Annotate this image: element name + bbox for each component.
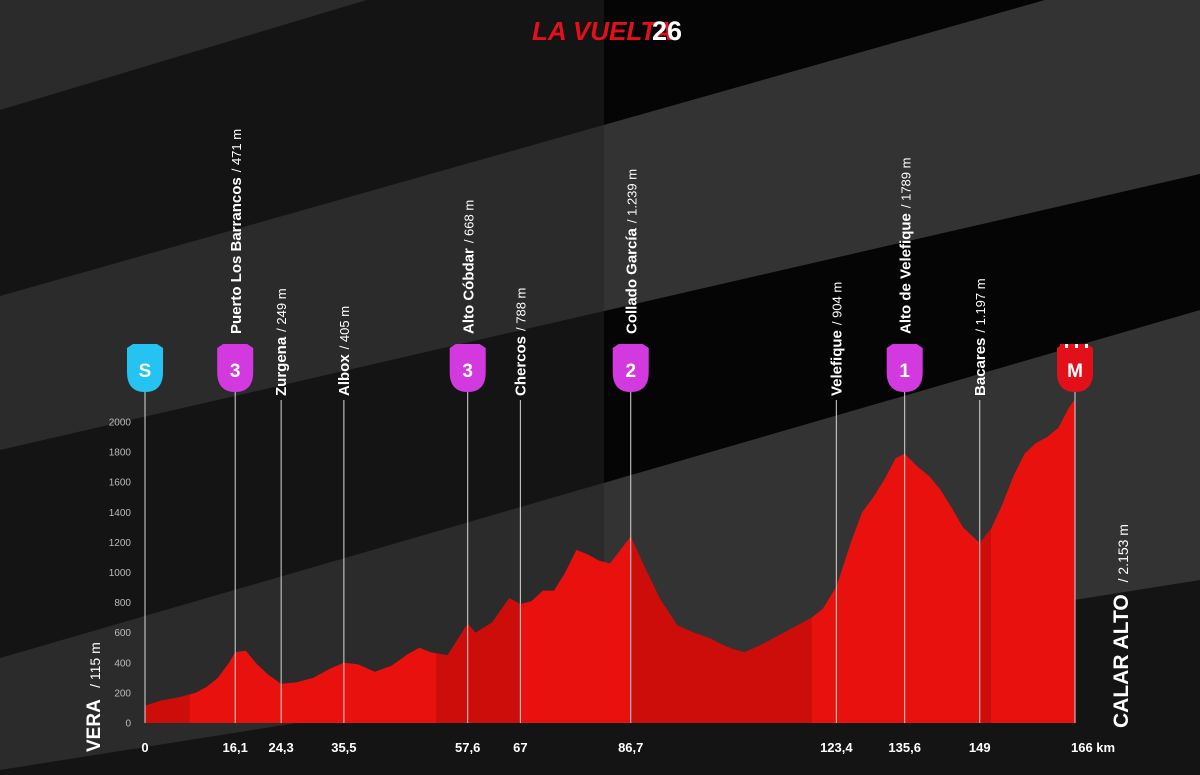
marker-altitude: / 405 m: [337, 306, 352, 349]
badge-shape: [886, 344, 923, 392]
badge-shape: [1057, 344, 1093, 392]
x-tick-label: 166 km: [1071, 740, 1115, 755]
badge-label: M: [1067, 361, 1083, 382]
marker-altitude: / 471 m: [229, 129, 244, 172]
x-tick-label: 67: [513, 740, 527, 755]
badge-checker: [1070, 344, 1073, 348]
badge-checker: [1060, 344, 1063, 348]
badge-label: 3: [230, 361, 241, 382]
sprint-badge: S: [127, 344, 163, 392]
edition-number: 26: [652, 16, 682, 46]
profile-segment: [979, 528, 991, 723]
marker-label: Chercos / 788 m: [512, 288, 529, 396]
badge-shape: [127, 344, 163, 392]
y-tick-label: 0: [125, 719, 131, 730]
badge-shape: [217, 344, 254, 392]
marker-label: Puerto Los Barrancos / 471 m: [228, 129, 245, 334]
marker-label: Zurgena / 249 m: [273, 288, 290, 396]
profile-segment: [436, 598, 521, 723]
y-tick-label: 1200: [109, 538, 132, 549]
x-axis: 0 16,1 24,3 35,5 57,6 67 86,7 123,4 135,6 149 166 …: [141, 740, 1115, 755]
brand-title: LA VUELTA: [532, 16, 673, 46]
y-tick-label: 1600: [109, 478, 132, 489]
x-tick-label: 24,3: [268, 740, 293, 755]
start-label: VERA / 115 m: [84, 642, 105, 752]
y-tick-label: 400: [114, 658, 131, 669]
marker-label: Velefique / 904 m: [828, 282, 845, 396]
marker-name: Collado García: [624, 227, 641, 334]
marker-altitude: / 1789 m: [899, 158, 914, 209]
marker-name: Zurgena: [273, 336, 290, 396]
marker-altitude: / 904 m: [829, 282, 844, 325]
marker-name: Alto Cóbdar: [461, 248, 478, 334]
marker-name: Puerto Los Barrancos: [228, 177, 245, 334]
x-tick-label: 123,4: [820, 740, 853, 755]
finish-town: CALAR ALTO: [1110, 594, 1133, 728]
marker-altitude: / 668 m: [462, 200, 477, 243]
x-tick-label: 0: [141, 740, 148, 755]
x-tick-label: 57,6: [455, 740, 480, 755]
y-tick-label: 800: [114, 598, 131, 609]
climb-badge: 3: [217, 344, 254, 392]
marker-name: Albox: [336, 354, 353, 396]
marker-altitude: / 1.197 m: [973, 278, 988, 332]
marker-label: Albox / 405 m: [336, 306, 353, 396]
x-tick-label: 149: [969, 740, 991, 755]
marker-label: Bacares / 1.197 m: [972, 278, 989, 396]
x-tick-label: 86,7: [618, 740, 643, 755]
marker-altitude: / 788 m: [513, 288, 528, 331]
profile-segment: [630, 536, 812, 723]
climb-badge: 2: [612, 344, 649, 392]
marker-name: Bacares: [972, 338, 989, 396]
y-tick-label: 600: [114, 628, 131, 639]
y-tick-label: 2000: [109, 418, 132, 429]
marker-label: Collado García / 1.239 m: [624, 169, 641, 334]
marker-altitude: / 249 m: [274, 288, 289, 331]
elevation-profile: [145, 399, 1075, 723]
climb-badge: 1: [886, 344, 923, 392]
x-tick-label: 135,6: [888, 740, 921, 755]
badge-shape: [449, 344, 486, 392]
finish-altitude: / 2.153 m: [1115, 524, 1131, 582]
profile-segment: [145, 694, 190, 723]
badge-checker: [1080, 344, 1083, 348]
marker-altitude: / 1.239 m: [625, 169, 640, 223]
finish-label: CALAR ALTO / 2.153 m: [1110, 524, 1133, 728]
marker-name: Alto de Velefique: [898, 213, 915, 334]
badge-label: 3: [462, 361, 473, 382]
x-tick-label: 16,1: [223, 740, 248, 755]
start-town: VERA: [84, 699, 105, 752]
y-tick-label: 1000: [109, 568, 132, 579]
badge-shape: [612, 344, 649, 392]
badge-checker: [1085, 344, 1088, 348]
y-axis: 0 200 400 600 800 1000 1200 1400 1600 1800 2000: [109, 418, 132, 730]
y-tick-label: 200: [114, 688, 131, 699]
badge-label: 1: [899, 361, 910, 382]
badge-checker: [1065, 344, 1068, 348]
badge-label: S: [139, 361, 152, 382]
climb-badge: 3: [449, 344, 486, 392]
badge-checker: [1075, 344, 1078, 348]
y-tick-label: 1800: [109, 448, 132, 459]
marker-label: Alto Cóbdar / 668 m: [461, 200, 478, 334]
x-tick-label: 35,5: [331, 740, 356, 755]
marker-name: Chercos: [512, 336, 529, 396]
marker-label: Alto de Velefique / 1789 m: [898, 158, 915, 334]
finish-badge: M: [1057, 344, 1093, 392]
marker-name: Velefique: [828, 330, 845, 396]
badge-label: 2: [625, 361, 636, 382]
route-markers: S 3 Puerto Los Barrancos / 471 m Zurgena / 24…: [127, 129, 1093, 723]
start-altitude: / 115 m: [87, 642, 103, 688]
profile-area: [145, 399, 1075, 723]
svg-text:VERA / 115 m: VERA / 115 m: [84, 642, 105, 752]
header-logo: LA VUELTA 26: [532, 16, 682, 46]
svg-text:CALAR ALTO / 2.153 m: CALAR ALTO / 2.153 m: [1110, 524, 1133, 728]
y-tick-label: 1400: [109, 508, 132, 519]
